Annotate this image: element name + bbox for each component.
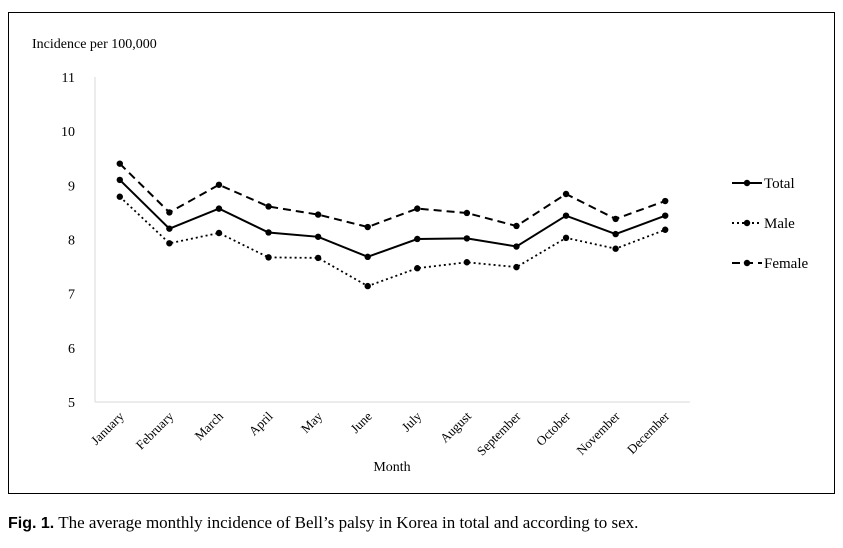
series-group — [116, 160, 669, 290]
data-point-male — [562, 234, 570, 242]
y-axis-label: Incidence per 100,000 — [32, 37, 157, 52]
x-tick-labels: January February March April May June July Augu… — [88, 408, 673, 458]
data-point-female — [215, 181, 223, 188]
data-point-female — [265, 203, 272, 210]
data-point-male — [116, 193, 123, 200]
x-tick-label: April — [246, 408, 276, 438]
data-point-female — [662, 197, 669, 205]
y-tick-label: 8 — [68, 234, 75, 249]
x-tick-label: November — [573, 408, 623, 458]
legend-label-female: Female — [764, 256, 808, 272]
data-point-total — [414, 235, 421, 243]
data-point-female — [513, 222, 520, 230]
y-tick-labels: 5 6 7 8 9 10 11 — [61, 71, 75, 411]
caption-label: Fig. 1. — [8, 515, 55, 532]
data-point-male — [314, 254, 322, 262]
data-point-female — [314, 211, 322, 218]
y-tick-label: 9 — [68, 179, 75, 194]
data-point-total — [662, 212, 669, 219]
chart-frame: Incidence per 100,000 5 6 7 8 9 10 11 January F… — [8, 12, 835, 494]
data-point-total — [265, 229, 272, 236]
series-line-male — [119, 196, 666, 288]
data-point-total — [562, 212, 570, 219]
data-point-female — [166, 209, 173, 216]
legend-label-total: Total — [764, 176, 795, 192]
legend-marker-total — [743, 179, 751, 187]
legend-label-male: Male — [764, 216, 795, 232]
data-point-male — [513, 263, 520, 271]
x-tick-label: May — [298, 408, 326, 436]
x-tick-label: September — [474, 408, 524, 458]
x-tick-label: January — [88, 408, 128, 448]
data-point-female — [116, 160, 123, 167]
data-point-total — [513, 243, 520, 250]
data-point-male — [612, 245, 619, 252]
data-point-total — [314, 233, 322, 240]
x-tick-label: February — [133, 408, 177, 452]
series-line-female — [119, 162, 666, 229]
data-point-total — [364, 253, 371, 261]
x-axis-label: Month — [373, 460, 410, 475]
y-tick-label: 11 — [62, 71, 75, 86]
data-point-total — [215, 205, 223, 212]
series-line-total — [119, 179, 666, 258]
data-point-male — [364, 282, 371, 290]
data-point-male — [463, 259, 471, 266]
legend-marker-female — [743, 259, 751, 267]
data-point-female — [463, 209, 471, 217]
x-tick-label: October — [533, 408, 574, 449]
x-tick-label: July — [398, 408, 424, 434]
x-tick-label: December — [624, 408, 673, 457]
figure-caption: Fig. 1. The average monthly incidence of… — [8, 513, 835, 533]
data-point-male — [662, 226, 669, 233]
y-tick-label: 5 — [68, 396, 75, 411]
data-point-male — [166, 240, 173, 247]
x-tick-label: March — [191, 408, 226, 443]
data-point-total — [463, 235, 471, 242]
data-point-female — [414, 205, 421, 212]
x-tick-label: June — [347, 408, 375, 436]
data-point-total — [612, 230, 619, 238]
data-point-male — [414, 265, 421, 272]
legend: Total Male Female — [732, 176, 808, 272]
data-point-male — [265, 254, 272, 261]
y-tick-label: 6 — [68, 342, 75, 357]
data-point-female — [364, 223, 371, 231]
data-point-male — [215, 229, 223, 237]
x-tick-label: August — [437, 408, 474, 445]
y-tick-label: 10 — [61, 125, 75, 140]
data-point-total — [116, 176, 123, 184]
data-point-female — [562, 190, 570, 198]
caption-text: The average monthly incidence of Bell’s … — [58, 513, 639, 532]
y-tick-label: 7 — [68, 288, 75, 303]
data-point-total — [166, 225, 173, 232]
data-point-female — [612, 215, 619, 223]
legend-marker-male — [743, 219, 751, 227]
